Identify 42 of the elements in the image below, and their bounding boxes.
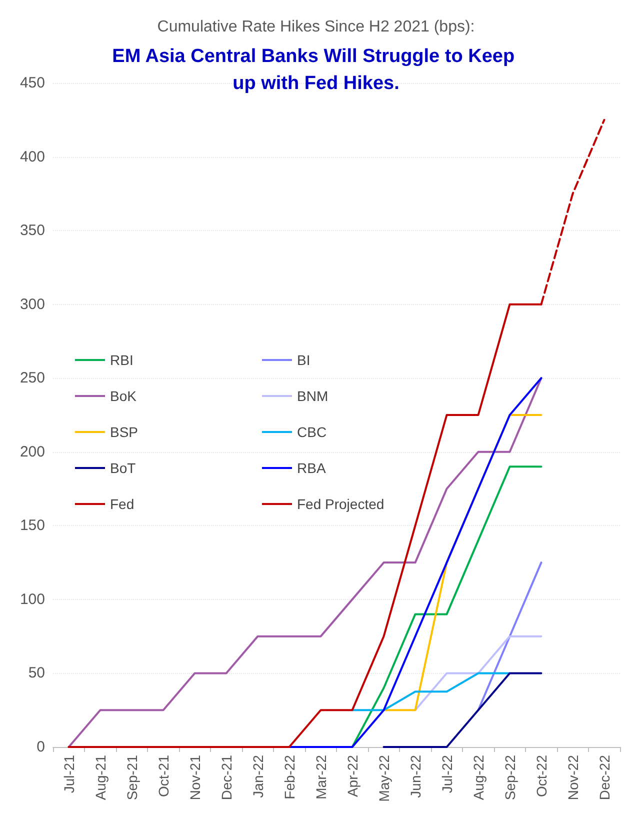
x-tick-label: Aug-21 [92,754,108,800]
y-tick-label: 50 [28,664,45,682]
y-tick-label: 300 [20,296,45,313]
legend-label: Fed [110,496,134,512]
x-tick-label: Nov-22 [564,754,581,800]
y-tick-label: 150 [20,517,45,534]
x-tick-label: Nov-21 [186,754,203,800]
x-tick-label: Aug-22 [470,754,486,800]
line-series [68,377,542,748]
y-tick-label: 100 [20,590,45,608]
x-tick-label: Sep-22 [502,754,518,800]
y-tick-label: 350 [20,222,45,240]
x-tick-label: Oct-22 [533,754,550,798]
legend-label: BoT [110,460,136,476]
chart-title: Cumulative Rate Hikes Since H2 2021 (bps): [157,18,475,36]
x-tick-label: Jun-22 [407,754,424,798]
legend-label: BSP [110,424,138,440]
y-tick-label: 450 [20,74,45,92]
x-tick-label: Jul-22 [438,754,455,794]
legend-label: Fed Projected [297,496,384,512]
y-tick-label: 200 [20,443,45,460]
x-tick-label: Apr-22 [344,754,360,798]
legend-label: BNM [297,388,328,404]
x-tick-label: Mar-22 [312,754,329,800]
x-tick-label: Jan-22 [250,754,266,798]
legend-label: CBC [297,424,327,440]
y-tick-label: 0 [36,738,45,756]
legend-label: BoK [110,388,138,404]
y-tick-label: 250 [20,370,45,387]
x-tick-label: May-22 [376,754,392,802]
legend-label: RBA [297,460,326,476]
x-tick-label: Oct-21 [155,754,172,798]
x-tick-label: Feb-22 [281,754,298,800]
legend-label: BI [297,352,310,368]
x-tick-label: Dec-21 [218,754,234,800]
line-series [288,377,542,748]
x-tick-label: Jul-21 [60,754,77,794]
y-tick-label: 400 [20,148,45,166]
x-tick-label: Dec-22 [596,754,612,800]
legend-label: RBI [110,352,134,368]
chart-subtitle: EM Asia Central Banks Will Struggle to Keep up with Fed Hikes. [112,46,520,94]
x-tick-label: Sep-21 [124,754,140,800]
